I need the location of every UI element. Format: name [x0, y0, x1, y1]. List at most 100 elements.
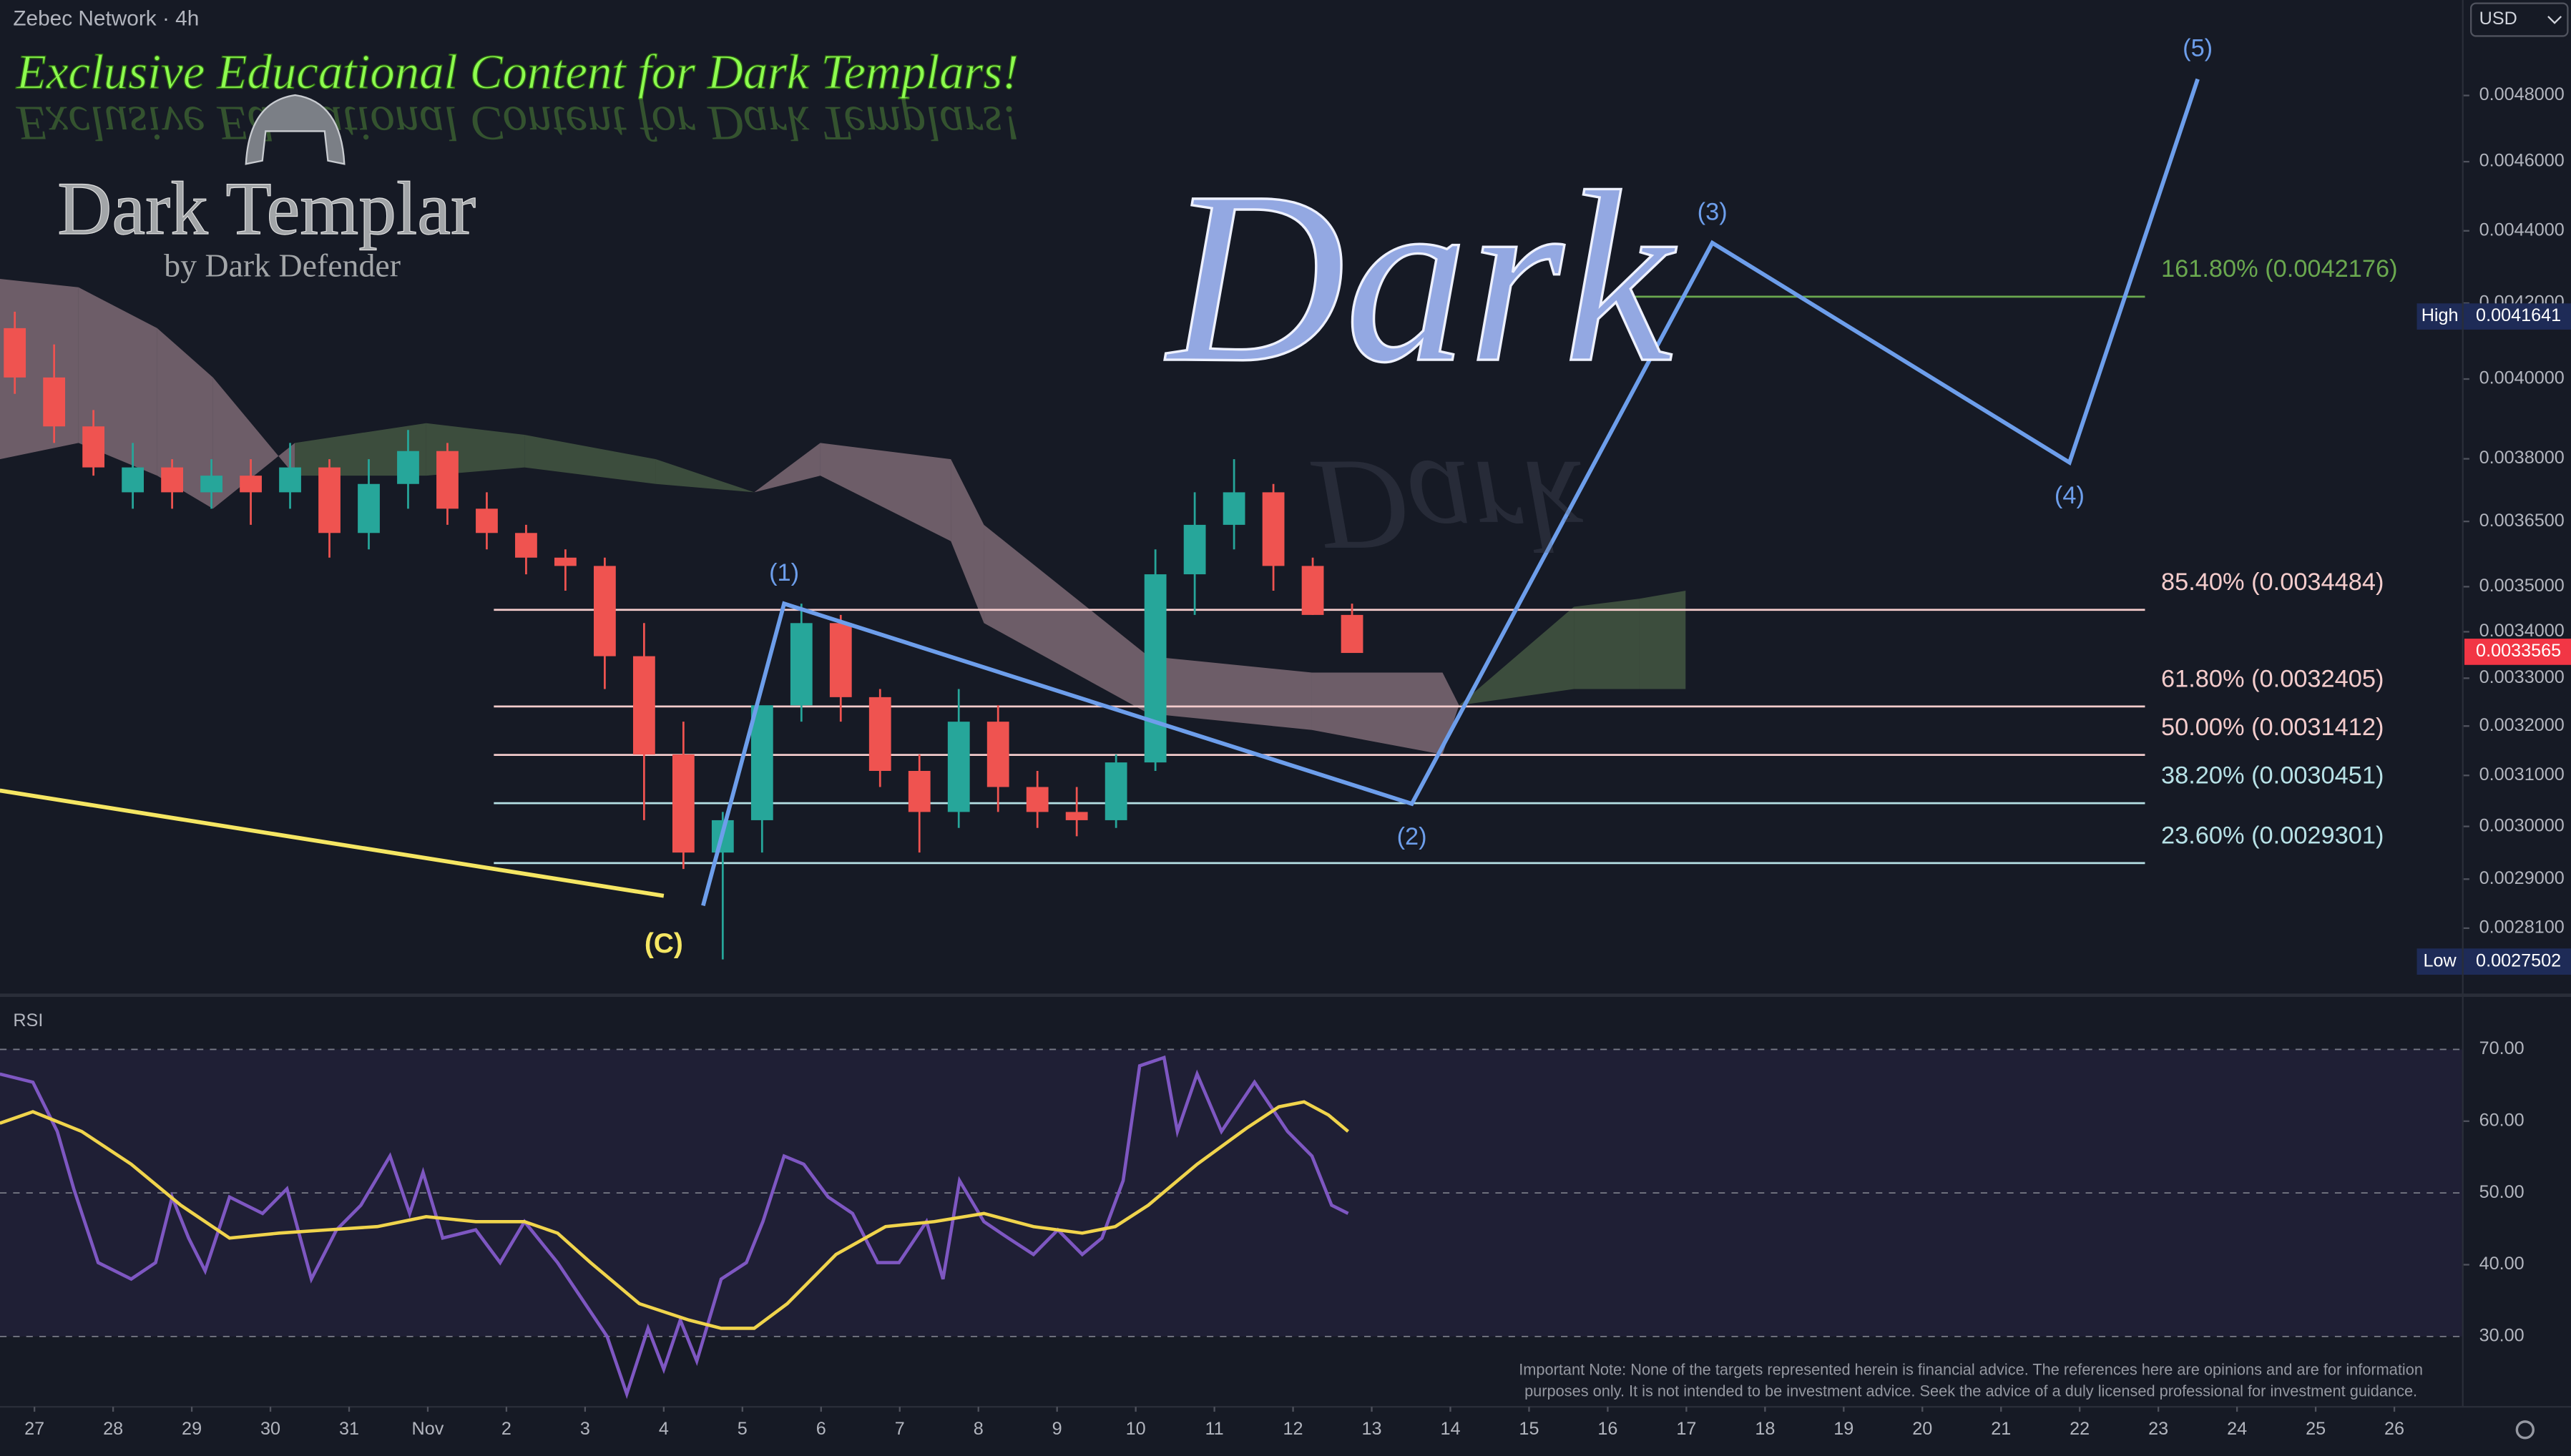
y-tick-label: 0.0048000 — [2479, 84, 2565, 104]
cloud-segment — [984, 524, 1149, 714]
candle-body — [672, 754, 695, 853]
x-tick-label: 3 — [580, 1419, 590, 1439]
cloud-segment — [1574, 599, 1640, 689]
price-marker-value: 0.0033565 — [2476, 641, 2561, 661]
candle-body — [358, 483, 380, 533]
wave-label: (5) — [2183, 34, 2213, 62]
candle-body — [200, 476, 222, 493]
rsi-title: RSI — [13, 1010, 43, 1030]
candle-body — [82, 426, 105, 468]
candle-body — [947, 722, 970, 812]
watermark: Dark — [1164, 142, 1680, 413]
y-tick-label: 30.00 — [2479, 1326, 2525, 1346]
x-tick-label: 21 — [1991, 1419, 2011, 1439]
candle-body — [4, 328, 26, 378]
logo-subtitle: by Dark Defender — [164, 247, 401, 284]
logo-helmet — [245, 94, 346, 165]
x-tick-label: 28 — [103, 1419, 123, 1439]
currency[interactable]: USD — [2479, 9, 2517, 29]
rsi-pane: 70.00 60.00 50.00 40.00 30.00 RSI — [0, 1010, 2525, 1400]
y-tick-label: 0.0030000 — [2479, 815, 2565, 835]
x-tick-label: 27 — [24, 1419, 44, 1439]
candle-body — [594, 566, 616, 656]
cloud-segment — [655, 459, 755, 493]
y-tick-label: 0.0040000 — [2479, 368, 2565, 388]
price-pane: 0.00480000.00460000.00440000.00420000.00… — [0, 34, 2571, 975]
price-marker-name-box — [2416, 303, 2465, 330]
price-marker-value: 0.0027502 — [2476, 950, 2561, 970]
settings-icon[interactable] — [2515, 1420, 2535, 1440]
fib-label: 61.80% (0.0032405) — [2161, 665, 2384, 692]
candle-body — [515, 533, 537, 558]
cloud-segment — [212, 377, 295, 509]
y-tick-label: 70.00 — [2479, 1038, 2525, 1058]
y-tick-label: 0.0031000 — [2479, 764, 2565, 784]
x-tick-label: 12 — [1283, 1419, 1303, 1439]
candle-body — [279, 467, 301, 493]
cloud-segment — [524, 435, 656, 484]
candle-body — [1065, 812, 1088, 820]
fib-label: 38.20% (0.0030451) — [2161, 762, 2384, 790]
y-tick-label: 0.0033000 — [2479, 667, 2565, 687]
x-tick-label: 17 — [1676, 1419, 1696, 1439]
x-tick-label: 7 — [895, 1419, 905, 1439]
x-tick-label: 31 — [339, 1419, 359, 1439]
currency-box[interactable] — [2470, 2, 2569, 37]
fib-label: 161.80% (0.0042176) — [2161, 255, 2398, 282]
banner-reflection: Exclusive Educational Content for Dark T… — [16, 96, 1019, 150]
price-marker — [2464, 303, 2571, 330]
disclaimer-line: purposes only. It is not intended to be … — [1524, 1382, 2417, 1400]
x-tick-label: 4 — [659, 1419, 669, 1439]
cloud-segment — [1442, 672, 1459, 755]
wave-label: (2) — [1397, 823, 1427, 850]
cloud-segment — [1148, 656, 1312, 730]
rsi-line — [0, 1055, 1349, 1400]
candle-body — [790, 623, 813, 706]
candle-body — [554, 557, 577, 566]
y-tick-label: 0.0036500 — [2479, 511, 2565, 531]
candle-body — [240, 476, 262, 493]
wave-line — [701, 78, 2200, 907]
x-tick-label: 11 — [1205, 1419, 1224, 1439]
y-tick-label: 0.0034000 — [2479, 621, 2565, 641]
candle-body — [43, 377, 66, 427]
cloud-segment — [951, 459, 984, 624]
x-tick-label: 19 — [1833, 1419, 1853, 1439]
fib-label: 85.40% (0.0034484) — [2161, 569, 2384, 596]
candle-body — [986, 722, 1009, 787]
y-tick-label: 0.0028100 — [2479, 918, 2565, 938]
y-tick-label: 40.00 — [2479, 1254, 2525, 1274]
candle-body — [1301, 566, 1324, 615]
candle-body — [161, 467, 183, 493]
cloud-segment — [1639, 590, 1686, 689]
candle-body — [122, 467, 145, 493]
price-marker — [2464, 639, 2571, 665]
wave-label: (1) — [769, 559, 799, 586]
y-tick-label: 0.0038000 — [2479, 448, 2565, 468]
candle-body — [436, 451, 459, 509]
x-tick-label: 18 — [1755, 1419, 1775, 1439]
candle-body — [829, 623, 852, 697]
x-tick-label: 6 — [816, 1419, 826, 1439]
y-tick-label: 0.0032000 — [2479, 715, 2565, 735]
candle-body — [1183, 524, 1206, 575]
disclaimer-line: Important Note: None of the targets repr… — [1519, 1361, 2423, 1379]
price-marker-value: 0.0041641 — [2476, 305, 2561, 325]
candle-body — [397, 451, 419, 484]
x-tick-label: 15 — [1519, 1419, 1539, 1439]
fib-label: 23.60% (0.0029301) — [2161, 822, 2384, 849]
y-tick-label: 0.0044000 — [2479, 220, 2565, 240]
x-tick-label: 25 — [2306, 1419, 2326, 1439]
y-tick-label: 60.00 — [2479, 1110, 2525, 1130]
cloud-segment — [295, 423, 426, 476]
candle-body — [1144, 574, 1167, 763]
candle-body — [1262, 492, 1285, 566]
candle-body — [318, 467, 341, 533]
banner: Exclusive Educational Content for Dark T… — [16, 45, 1019, 99]
y-tick-label: 0.0046000 — [2479, 151, 2565, 171]
candle-body — [1223, 492, 1245, 525]
y-tick-label: 0.0029000 — [2479, 868, 2565, 888]
candle-body — [908, 770, 931, 812]
